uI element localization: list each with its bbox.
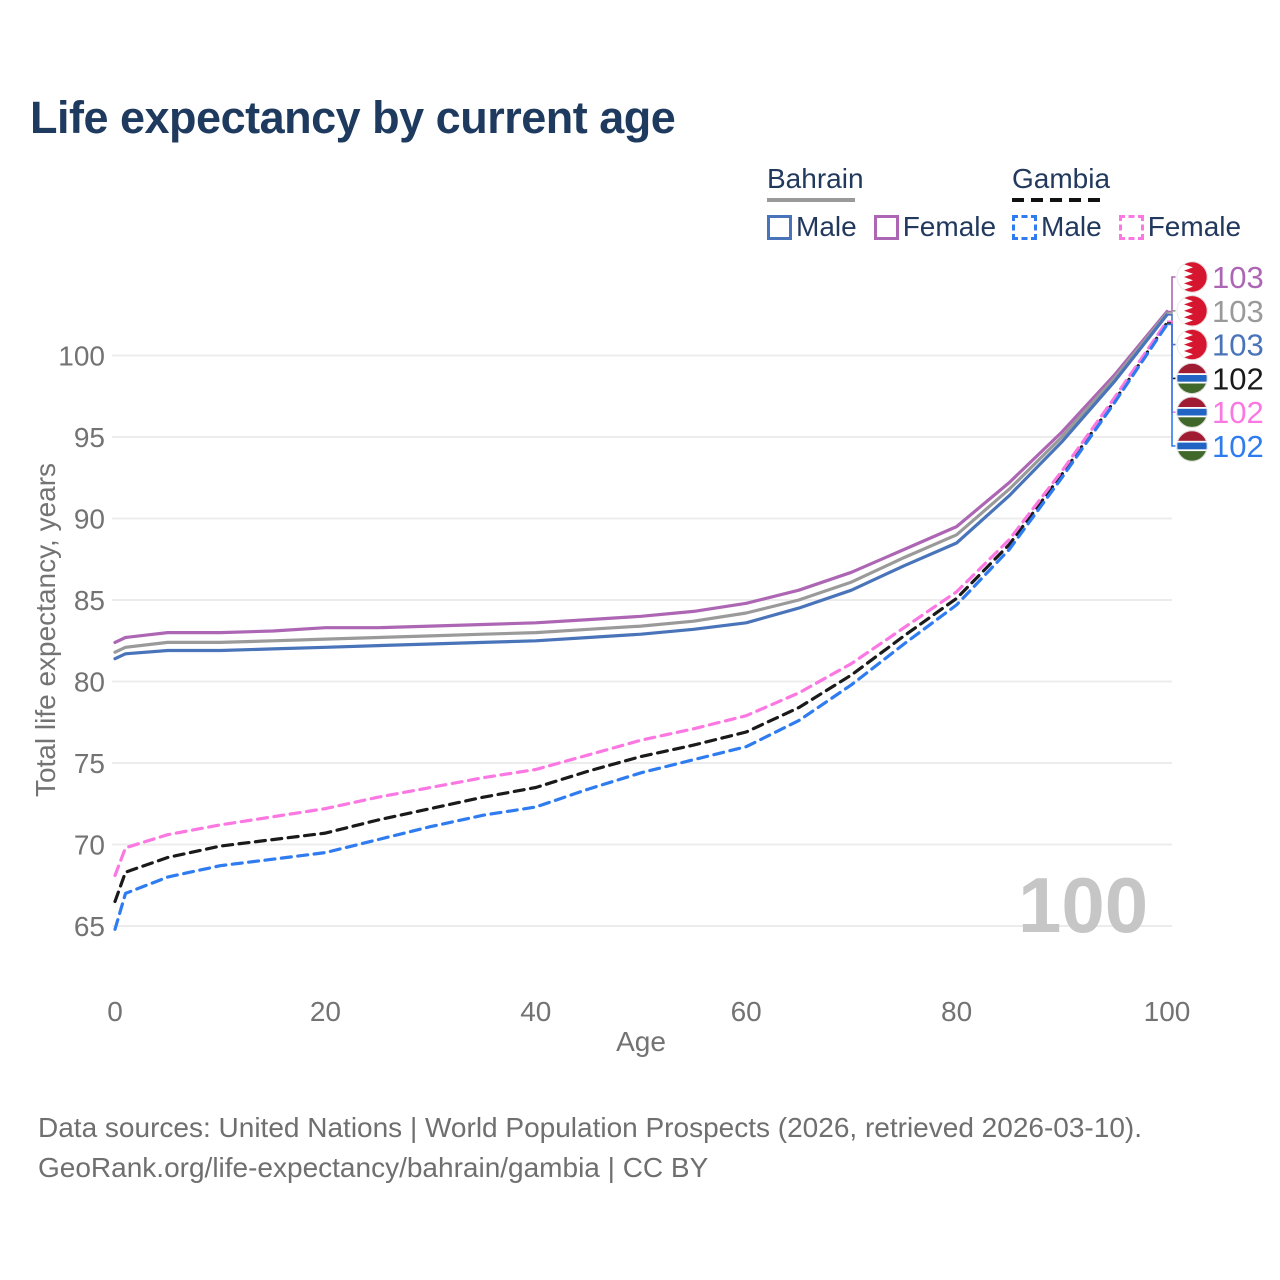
series-line-bahrain_total xyxy=(113,311,1169,654)
legend-line-sample-solid xyxy=(767,198,855,202)
legend-group-gambia: Gambia Male Female xyxy=(1012,163,1258,243)
legend-item-bahrain-female[interactable]: Female xyxy=(902,211,997,242)
end-label-bahrain_total: 103 xyxy=(1212,294,1264,329)
age-watermark: 100 xyxy=(1018,861,1149,949)
end-label-gambia_female: 102 xyxy=(1212,395,1264,430)
leader-line-bahrain_total xyxy=(1167,310,1176,314)
end-label-gambia_male: 102 xyxy=(1212,429,1264,464)
footer-sources: Data sources: United Nations | World Pop… xyxy=(38,1112,1143,1143)
y-tick-label: 70 xyxy=(74,830,105,861)
footer-attribution: GeoRank.org/life-expectancy/bahrain/gamb… xyxy=(38,1152,709,1183)
leader-line-gambia_male xyxy=(1167,323,1176,447)
x-tick-label: 80 xyxy=(941,996,972,1027)
legend-swatch-bahrain-female[interactable] xyxy=(873,214,899,240)
x-tick-label: 40 xyxy=(520,996,551,1027)
legend-line-sample-dashed xyxy=(1012,198,1106,202)
y-axis-title: Total life expectancy, years xyxy=(30,462,61,798)
y-tick-label: 100 xyxy=(58,341,105,372)
footer: Data sources: United Nations | World Pop… xyxy=(38,1108,1142,1188)
end-label-gambia_total: 102 xyxy=(1212,361,1264,396)
flag-icon-gambia xyxy=(1176,396,1208,428)
legend-item-gambia-female[interactable]: Female xyxy=(1147,211,1242,242)
y-tick-label: 65 xyxy=(74,911,105,942)
legend-group-bahrain: Bahrain Male Female xyxy=(767,163,1013,243)
series-line-gambia_female xyxy=(113,319,1169,878)
flag-icon-gambia xyxy=(1176,362,1208,394)
legend-swatch-bahrain-male[interactable] xyxy=(767,214,792,240)
x-axis-title: Age xyxy=(616,1026,666,1057)
y-tick-label: 95 xyxy=(74,422,105,453)
page-title: Life expectancy by current age xyxy=(30,92,676,143)
y-tick-label: 90 xyxy=(74,504,105,535)
series-line-bahrain_male xyxy=(113,313,1169,661)
legend-item-gambia-male[interactable]: Male xyxy=(1041,211,1102,242)
y-tick-label: 75 xyxy=(74,748,105,779)
x-tick-label: 20 xyxy=(310,996,341,1027)
flag-icon-bahrain xyxy=(1176,295,1208,327)
legend-group-title: Gambia xyxy=(1012,163,1111,194)
legend-item-bahrain-male[interactable]: Male xyxy=(796,211,857,242)
legend-swatch-gambia-female[interactable] xyxy=(1118,214,1144,240)
end-label-bahrain_male: 103 xyxy=(1212,328,1264,363)
end-label-bahrain_female: 103 xyxy=(1212,260,1264,295)
y-tick-label: 80 xyxy=(74,667,105,698)
flag-icon-bahrain xyxy=(1176,329,1208,361)
x-tick-label: 60 xyxy=(731,996,762,1027)
flag-icon-gambia xyxy=(1176,430,1208,462)
flag-icon-bahrain xyxy=(1176,261,1208,293)
x-tick-label: 0 xyxy=(107,996,123,1027)
y-tick-label: 85 xyxy=(74,585,105,616)
series-line-gambia_total xyxy=(113,321,1169,904)
leader-line-bahrain_female xyxy=(1167,276,1176,313)
x-tick-label: 100 xyxy=(1144,996,1191,1027)
legend-swatch-gambia-male[interactable] xyxy=(1012,214,1037,240)
legend-group-title: Bahrain xyxy=(767,163,864,194)
series-line-bahrain_female xyxy=(113,309,1169,644)
